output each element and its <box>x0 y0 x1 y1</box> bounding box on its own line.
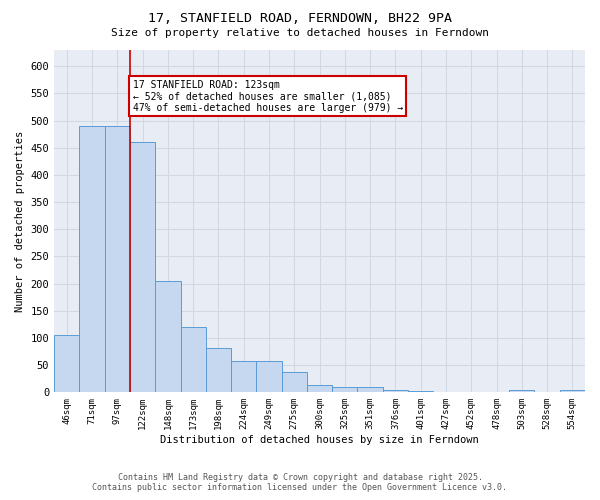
Bar <box>408 391 433 392</box>
Y-axis label: Number of detached properties: Number of detached properties <box>15 130 25 312</box>
Text: 17 STANFIELD ROAD: 123sqm
← 52% of detached houses are smaller (1,085)
47% of se: 17 STANFIELD ROAD: 123sqm ← 52% of detac… <box>133 80 403 113</box>
Text: Size of property relative to detached houses in Ferndown: Size of property relative to detached ho… <box>111 28 489 38</box>
X-axis label: Distribution of detached houses by size in Ferndown: Distribution of detached houses by size … <box>160 435 479 445</box>
Bar <box>130 142 155 392</box>
Bar <box>281 372 307 392</box>
Bar <box>206 348 231 393</box>
Bar <box>105 126 130 392</box>
Bar <box>79 126 105 392</box>
Text: Contains HM Land Registry data © Crown copyright and database right 2025.
Contai: Contains HM Land Registry data © Crown c… <box>92 473 508 492</box>
Text: 17, STANFIELD ROAD, FERNDOWN, BH22 9PA: 17, STANFIELD ROAD, FERNDOWN, BH22 9PA <box>148 12 452 26</box>
Bar <box>54 336 79 392</box>
Bar <box>560 390 585 392</box>
Bar <box>383 390 408 392</box>
Bar <box>181 327 206 392</box>
Bar <box>307 384 332 392</box>
Bar <box>332 387 358 392</box>
Bar <box>256 361 281 392</box>
Bar <box>155 281 181 392</box>
Bar <box>231 361 256 392</box>
Bar <box>509 390 535 392</box>
Bar <box>358 387 383 392</box>
